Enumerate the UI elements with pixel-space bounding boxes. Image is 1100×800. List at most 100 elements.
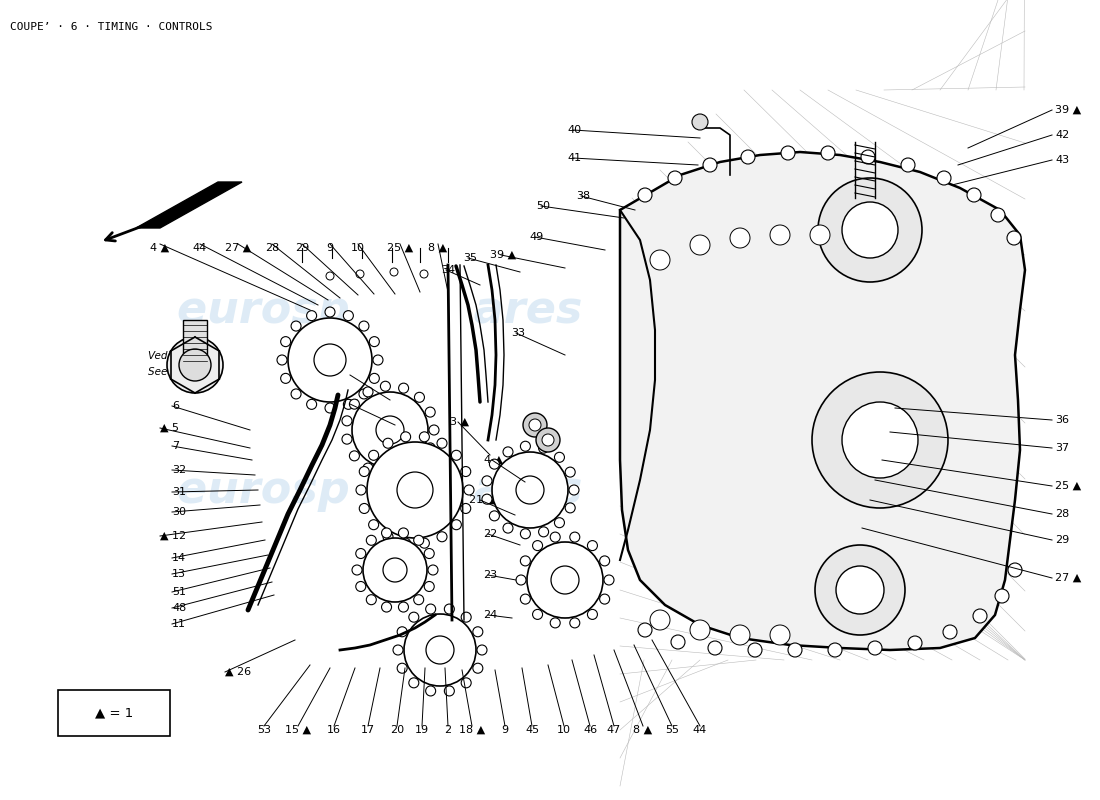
Circle shape: [901, 158, 915, 172]
Circle shape: [363, 387, 373, 397]
Text: 23: 23: [483, 570, 497, 580]
Circle shape: [397, 472, 433, 508]
Circle shape: [307, 399, 317, 410]
Circle shape: [419, 432, 429, 442]
Text: 28: 28: [265, 243, 279, 253]
Circle shape: [828, 643, 842, 657]
Circle shape: [350, 399, 360, 409]
Circle shape: [516, 476, 544, 504]
Circle shape: [397, 626, 407, 637]
Circle shape: [400, 432, 410, 442]
Circle shape: [587, 610, 597, 619]
FancyBboxPatch shape: [58, 690, 170, 736]
Text: 18 ▲: 18 ▲: [459, 725, 485, 735]
Circle shape: [550, 618, 560, 628]
Circle shape: [393, 645, 403, 655]
Text: 39 ▲: 39 ▲: [1055, 105, 1081, 115]
Circle shape: [342, 416, 352, 426]
Circle shape: [473, 663, 483, 674]
Circle shape: [650, 610, 670, 630]
Text: eurosp        ares: eurosp ares: [177, 469, 583, 511]
Circle shape: [343, 310, 353, 321]
Circle shape: [492, 452, 568, 528]
Circle shape: [415, 392, 425, 402]
Circle shape: [352, 392, 428, 468]
Circle shape: [536, 428, 560, 452]
Circle shape: [400, 538, 410, 548]
Text: 39 ▲: 39 ▲: [490, 250, 516, 260]
Circle shape: [409, 612, 419, 622]
Circle shape: [382, 528, 392, 538]
Circle shape: [529, 419, 541, 431]
Text: 9: 9: [327, 243, 333, 253]
Text: 24: 24: [483, 610, 497, 620]
Circle shape: [520, 529, 530, 538]
Circle shape: [516, 575, 526, 585]
Text: 10: 10: [351, 243, 365, 253]
Text: 7: 7: [172, 441, 179, 451]
Text: See Draw. 5: See Draw. 5: [148, 367, 210, 377]
Circle shape: [359, 321, 369, 331]
Text: 3 ▲: 3 ▲: [451, 417, 470, 427]
Circle shape: [277, 355, 287, 365]
Text: 37: 37: [1055, 443, 1069, 453]
Circle shape: [520, 442, 530, 451]
Circle shape: [638, 188, 652, 202]
Circle shape: [373, 355, 383, 365]
Circle shape: [565, 503, 575, 513]
Circle shape: [420, 270, 428, 278]
Text: 44: 44: [693, 725, 707, 735]
Circle shape: [741, 150, 755, 164]
Circle shape: [600, 556, 609, 566]
Circle shape: [638, 623, 652, 637]
Circle shape: [821, 146, 835, 160]
Circle shape: [383, 558, 407, 582]
Text: 49: 49: [530, 232, 544, 242]
Circle shape: [554, 518, 564, 528]
Circle shape: [748, 643, 762, 657]
Circle shape: [730, 228, 750, 248]
Circle shape: [398, 383, 408, 393]
Text: 51: 51: [172, 587, 186, 597]
Text: 29: 29: [1055, 535, 1069, 545]
Circle shape: [381, 382, 390, 391]
Text: 27 ▲: 27 ▲: [224, 243, 251, 253]
Circle shape: [461, 678, 471, 688]
Circle shape: [551, 566, 579, 594]
Circle shape: [368, 520, 378, 530]
Circle shape: [398, 467, 408, 477]
Circle shape: [461, 612, 471, 622]
Circle shape: [967, 188, 981, 202]
Text: 14: 14: [172, 553, 186, 563]
Circle shape: [730, 625, 750, 645]
Text: 28: 28: [1055, 509, 1069, 519]
Circle shape: [426, 407, 436, 417]
Circle shape: [569, 485, 579, 495]
Circle shape: [868, 641, 882, 655]
Circle shape: [360, 466, 370, 477]
Circle shape: [461, 503, 471, 514]
Circle shape: [381, 469, 390, 478]
Circle shape: [292, 321, 301, 331]
Text: 25 ▲: 25 ▲: [1055, 481, 1081, 491]
Circle shape: [167, 337, 223, 393]
Circle shape: [690, 235, 710, 255]
Circle shape: [842, 202, 898, 258]
Text: ▲ 26: ▲ 26: [226, 667, 251, 677]
Circle shape: [818, 178, 922, 282]
Circle shape: [382, 602, 392, 612]
Circle shape: [426, 636, 454, 664]
Circle shape: [503, 447, 513, 457]
Circle shape: [409, 678, 419, 688]
Circle shape: [671, 635, 685, 649]
Circle shape: [703, 158, 717, 172]
Text: 27 ▲: 27 ▲: [1055, 573, 1081, 583]
Text: 47: 47: [607, 725, 621, 735]
Circle shape: [429, 425, 439, 435]
Circle shape: [307, 310, 317, 321]
Circle shape: [1006, 231, 1021, 245]
Circle shape: [708, 641, 722, 655]
Circle shape: [292, 389, 301, 399]
Circle shape: [690, 620, 710, 640]
Text: 43: 43: [1055, 155, 1069, 165]
